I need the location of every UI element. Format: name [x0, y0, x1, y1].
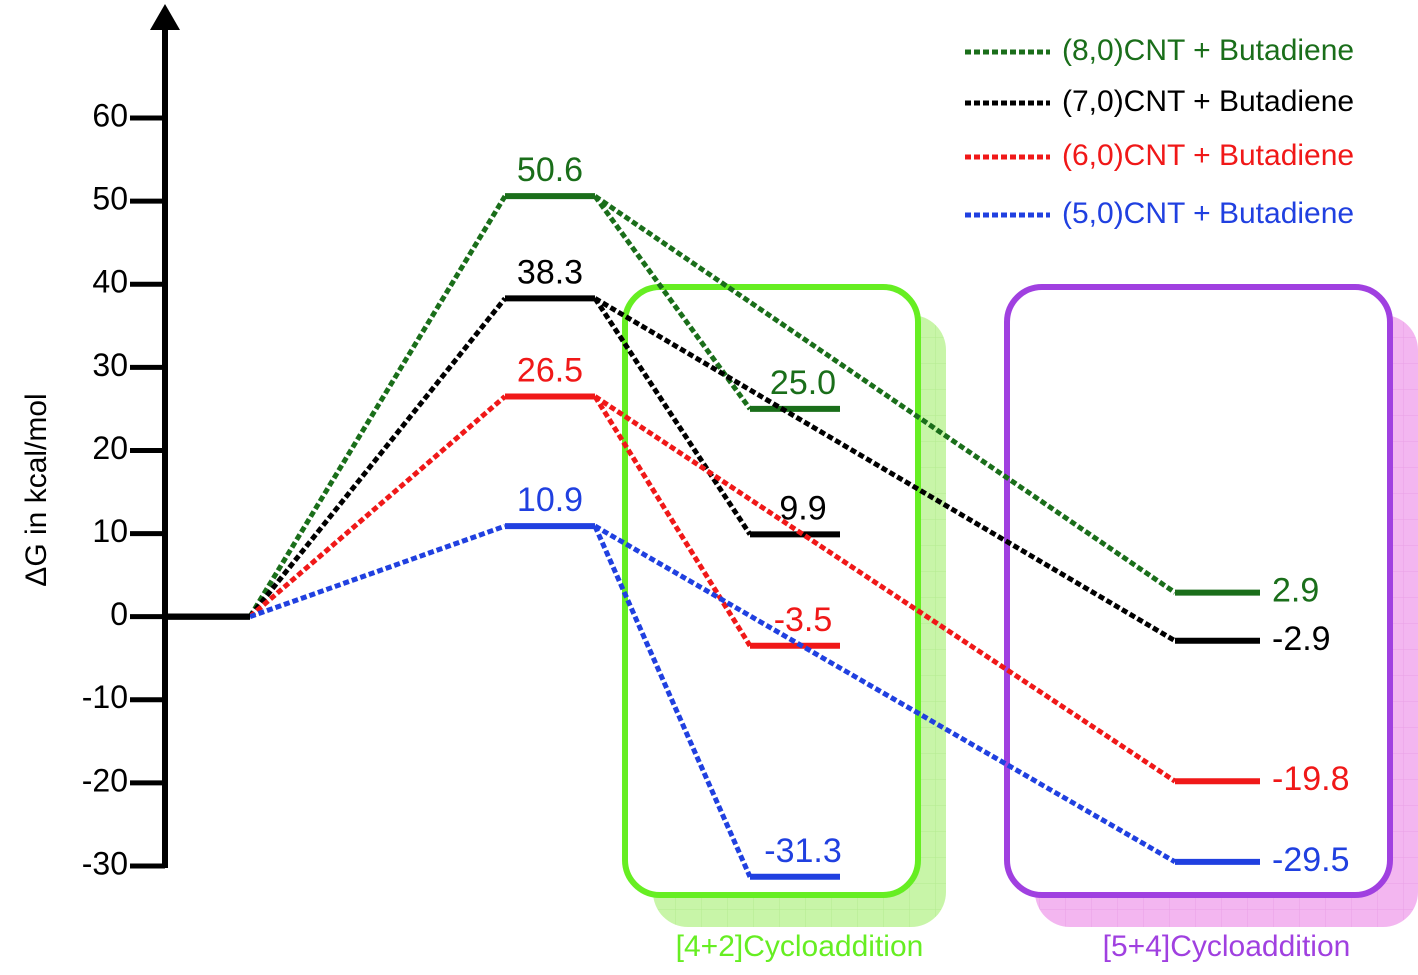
connector — [592, 297, 753, 536]
y-tick-label: 0 — [110, 596, 128, 632]
value-label: -2.9 — [1272, 620, 1331, 658]
value-label: 25.0 — [770, 364, 836, 402]
value-label: 26.5 — [517, 351, 583, 389]
y-tick-label: 10 — [92, 513, 128, 549]
connector — [593, 296, 1177, 643]
y-tick-label: -30 — [82, 845, 128, 881]
value-label: -31.3 — [764, 832, 842, 870]
y-tick-label: 20 — [92, 430, 128, 466]
y-tick-label: -10 — [82, 679, 128, 715]
value-label: -19.8 — [1272, 760, 1350, 798]
connector — [248, 296, 507, 619]
value-label: -3.5 — [774, 601, 833, 639]
connector — [592, 525, 753, 878]
y-axis-label: ΔG in kcal/mol — [20, 393, 53, 586]
connector — [593, 194, 1177, 595]
legend-label: (6,0)CNT + Butadiene — [1062, 139, 1354, 172]
category-box — [622, 284, 921, 898]
legend-label: (5,0)CNT + Butadiene — [1062, 197, 1354, 230]
connector — [593, 523, 1177, 865]
y-tick-label: -20 — [82, 762, 128, 798]
connector — [592, 395, 753, 648]
value-label: 50.6 — [517, 151, 583, 189]
category-label: [4+2]Cycloaddition — [676, 930, 924, 963]
connector — [247, 194, 508, 618]
value-label: 38.3 — [517, 253, 583, 291]
connector — [248, 394, 507, 619]
y-tick-label: 60 — [92, 97, 128, 133]
legend-label: (7,0)CNT + Butadiene — [1062, 85, 1354, 118]
connector — [593, 394, 1177, 784]
value-label: 10.9 — [517, 481, 583, 519]
y-tick-label: 30 — [92, 347, 128, 383]
y-tick-label: 40 — [92, 264, 128, 300]
axis-arrow — [150, 4, 180, 30]
y-tick-label: 50 — [92, 181, 128, 217]
value-label: 2.9 — [1272, 572, 1319, 610]
value-label: -29.5 — [1272, 841, 1350, 879]
connector — [249, 523, 506, 620]
category-label: [5+4]Cycloaddition — [1103, 930, 1351, 963]
legend-label: (8,0)CNT + Butadiene — [1062, 34, 1354, 67]
